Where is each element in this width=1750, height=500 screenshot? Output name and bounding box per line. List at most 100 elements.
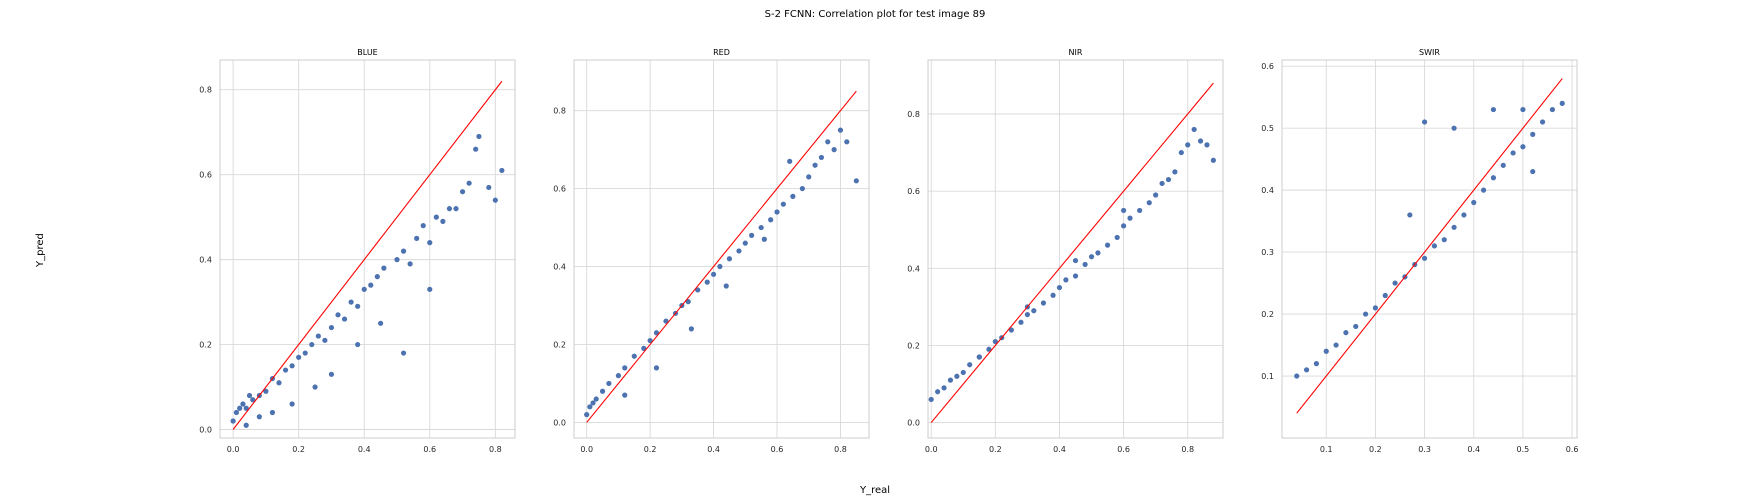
x-tick-label: 0.2 [989, 445, 1002, 454]
scatter-point [1185, 142, 1191, 148]
scatter-point [230, 418, 236, 424]
scatter-point [420, 223, 426, 229]
scatter-point [1095, 250, 1101, 256]
x-tick-label: 0.4 [358, 445, 371, 454]
y-tick-label: 0.5 [1261, 124, 1274, 133]
scatter-point [328, 371, 335, 377]
scatter-point [1172, 169, 1178, 175]
scatter-point [276, 380, 282, 386]
scatter-point [466, 180, 472, 186]
scatter-point [1137, 207, 1143, 214]
scatter-point [440, 218, 446, 224]
y-tick-label: 0.8 [199, 86, 212, 95]
scatter-point [1197, 138, 1204, 144]
scatter-point [328, 324, 335, 331]
scatter-point [240, 401, 246, 407]
y-tick-label: 0.6 [199, 171, 212, 180]
scatter-point [749, 232, 755, 238]
scatter-point [1313, 361, 1320, 367]
scatter-point [960, 369, 966, 376]
scatter-point [704, 279, 710, 285]
y-axis-label: Y_pred [35, 233, 46, 268]
scatter-point [1451, 224, 1457, 230]
scatter-panel-red: 0.0 0.2 0.4 0.6 0.8 0.0 0.2 0.4 0.6 0.8 RED [553, 48, 870, 454]
x-axis-label: Y_real [859, 485, 890, 496]
scatter-point [1461, 212, 1467, 218]
scatter-point [1114, 234, 1120, 241]
scatter-point [400, 350, 407, 356]
scatter-point [322, 337, 328, 343]
scatter-point [414, 235, 420, 241]
scatter-point [378, 320, 384, 326]
x-tick-label: 0.1 [1320, 445, 1333, 454]
scatter-point [1040, 300, 1047, 306]
scatter-point [1530, 131, 1536, 137]
y-tick-label: 0.6 [553, 185, 566, 194]
scatter-point [394, 257, 400, 263]
scatter-point [459, 189, 466, 195]
scatter-point [1050, 292, 1056, 298]
scatter-point [992, 338, 998, 345]
scatter-point [1530, 168, 1536, 175]
scatter-point [1520, 144, 1526, 150]
scatter-point [1303, 367, 1310, 373]
x-tick-label: 0.6 [1566, 445, 1579, 454]
x-tick-label: 0.6 [1117, 445, 1130, 454]
y-tick-label: 0.4 [1261, 186, 1274, 195]
scatter-point [289, 401, 295, 407]
scatter-point [1451, 125, 1457, 131]
scatter-point [780, 201, 786, 207]
x-tick-label: 0.0 [227, 445, 240, 454]
scatter-point [831, 147, 837, 153]
scatter-point [685, 299, 691, 305]
scatter-point [400, 248, 407, 254]
identity-line [232, 80, 503, 430]
scatter-point [341, 316, 348, 322]
scatter-panel-swir: 0.1 0.2 0.3 0.4 0.5 0.6 0.1 0.2 0.3 0.4 0.5 0.6 SWIR [1261, 48, 1578, 454]
scatter-point [1178, 149, 1184, 156]
scatter-point [1421, 255, 1428, 261]
scatter-point [774, 209, 780, 215]
panel-title: NIR [1069, 48, 1083, 57]
panel-title: SWIR [1419, 48, 1440, 57]
scatter-point [653, 330, 660, 336]
scatter-panel-nir: 0.0 0.2 0.4 0.6 0.8 0.0 0.2 0.4 0.6 0.8 NIR [907, 48, 1224, 454]
scatter-point [1153, 192, 1159, 198]
scatter-point [312, 384, 318, 390]
axes-frame [219, 59, 516, 439]
scatter-point [806, 174, 812, 180]
scatter-point [1372, 305, 1379, 311]
y-tick-label: 0.2 [907, 341, 920, 350]
scatter-point [1120, 207, 1127, 214]
y-tick-label: 0.6 [1261, 62, 1274, 71]
scatter-point [590, 400, 596, 406]
scatter-point [653, 365, 660, 371]
y-tick-label: 0.8 [907, 110, 920, 119]
scatter-point [243, 422, 249, 428]
scatter-point [853, 178, 859, 184]
scatter-point [935, 389, 941, 395]
axes-frame [927, 59, 1224, 439]
scatter-point [1210, 157, 1216, 163]
axes-frame [1281, 59, 1578, 439]
scatter-point [407, 261, 413, 267]
scatter-point [427, 286, 433, 292]
scatter-point [812, 162, 818, 168]
scatter-point [1191, 126, 1197, 133]
scatter-point [790, 193, 796, 199]
scatter-point [302, 350, 308, 356]
y-tick-label: 0.1 [1261, 372, 1274, 381]
scatter-point [1500, 162, 1506, 168]
scatter-point [1120, 223, 1127, 229]
scatter-point [615, 373, 622, 379]
scatter-point [1082, 261, 1088, 268]
scatter-point [361, 286, 367, 292]
scatter-point [1008, 327, 1014, 333]
scatter-point [1323, 348, 1329, 354]
scatter-point [237, 405, 243, 411]
y-tick-label: 0.8 [553, 107, 566, 116]
x-tick-label: 0.4 [1053, 445, 1066, 454]
scatter-point [289, 363, 295, 369]
scatter-point [453, 206, 459, 212]
